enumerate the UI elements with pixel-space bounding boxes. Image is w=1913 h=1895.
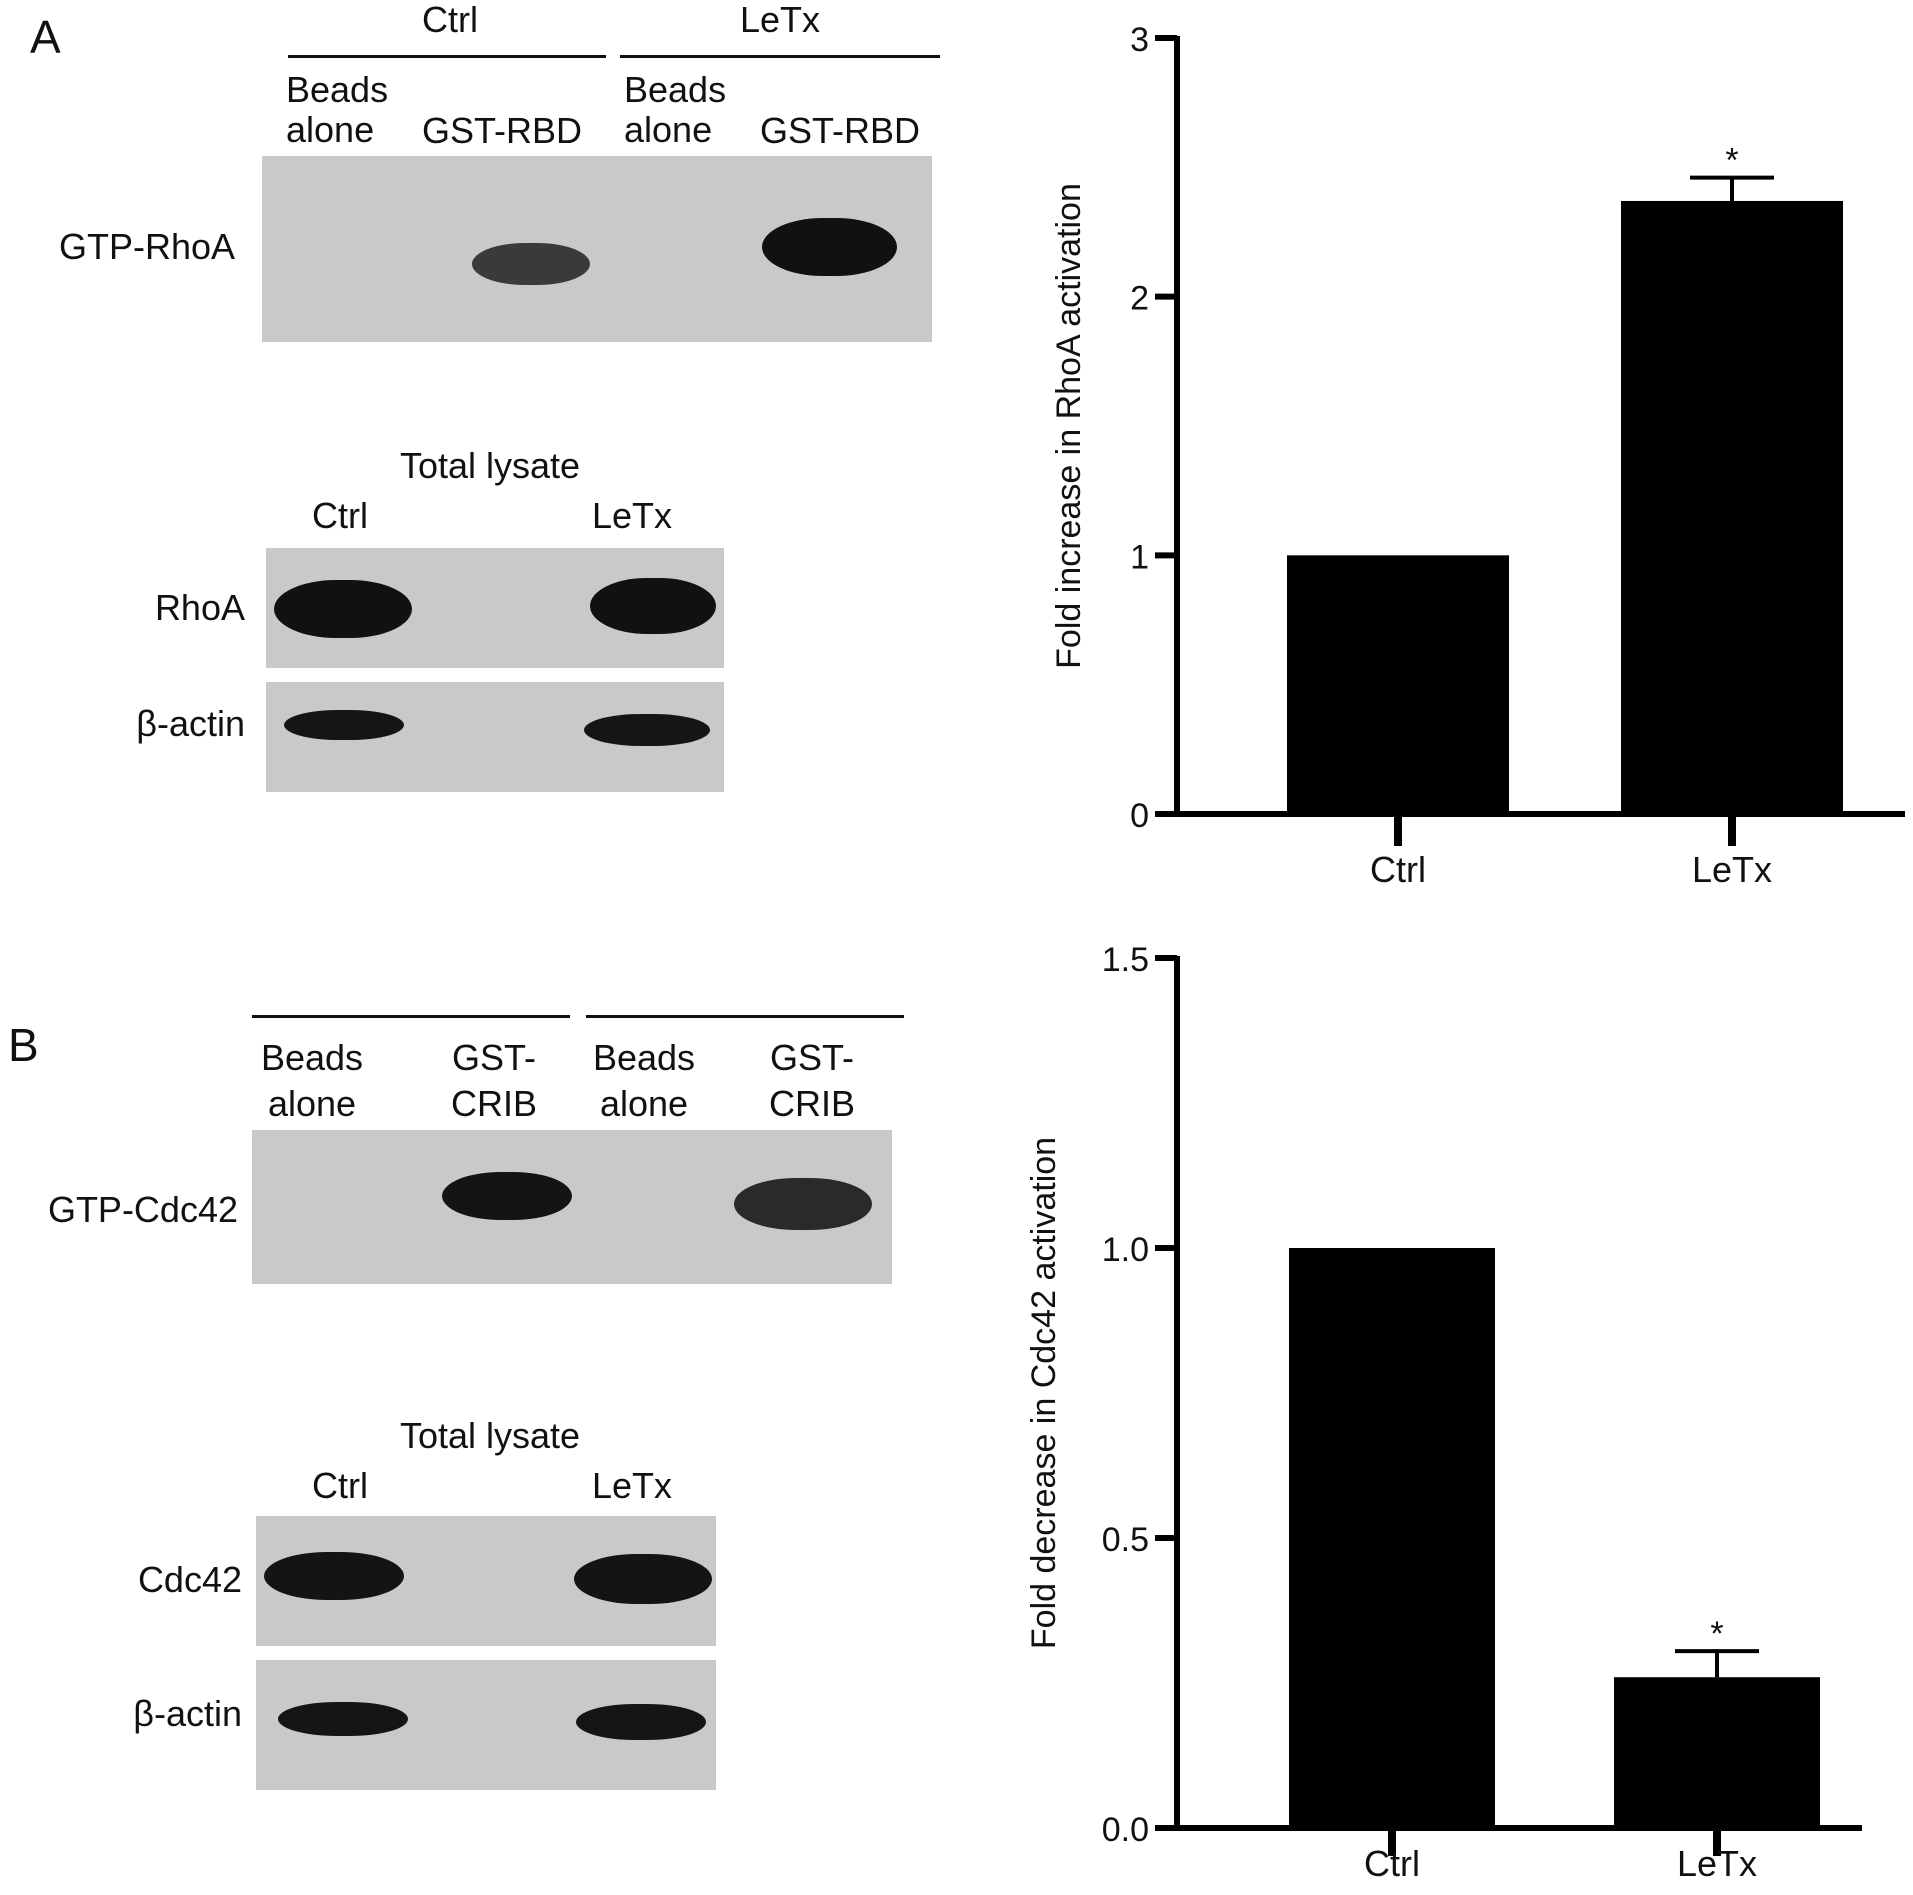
gtp-rhoa-label: GTP-RhoA: [58, 226, 235, 267]
beta-actin-blot-a: [266, 682, 724, 792]
lane-label-b3: Beads alone: [592, 1037, 696, 1124]
group-rule-ctrl: [288, 55, 606, 58]
blot-band: [576, 1704, 706, 1740]
x-tick-label: LeTx: [1692, 849, 1772, 890]
beta-actin-blot-b: [256, 1660, 716, 1790]
cdc42-blot: [256, 1516, 716, 1646]
gtp-cdc42-label: GTP-Cdc42: [47, 1189, 238, 1230]
group-rule-letx-b: [586, 1015, 904, 1018]
lane-label-3: Beads alone: [624, 69, 727, 150]
blot-band: [574, 1554, 712, 1604]
gtp-rhoa-blot: [262, 156, 932, 342]
y-tick-label: 0.0: [1102, 1811, 1149, 1849]
blot-band: [274, 580, 412, 638]
y-tick-label: 0.5: [1102, 1521, 1149, 1559]
panel-b-letter: B: [8, 1019, 39, 1071]
blot-band: [472, 243, 590, 285]
beta-actin-label-b: β-actin: [133, 1693, 242, 1734]
blot-band: [590, 578, 716, 634]
y-axis-label: Fold increase in RhoA activation: [1050, 183, 1088, 669]
blot-band: [278, 1702, 408, 1736]
rhoa-blot: [266, 548, 724, 668]
lane-label-1: Beads alone: [286, 69, 389, 150]
bar-letx: [1621, 200, 1843, 814]
blot-band: [584, 714, 710, 746]
y-tick-label: 1.5: [1102, 941, 1149, 979]
x-tick-label: LeTx: [1677, 1843, 1757, 1884]
blot-band: [264, 1552, 404, 1600]
lane-label-b1: Beads alone: [260, 1037, 364, 1124]
lane-label-4: GST-RBD: [760, 110, 921, 151]
cdc42-label: Cdc42: [137, 1559, 242, 1600]
y-tick-label: 1.0: [1102, 1231, 1149, 1269]
total-lysate-title-b: Total lysate: [399, 1415, 581, 1456]
bar-ctrl: [1287, 555, 1509, 814]
bar-letx: [1614, 1677, 1820, 1828]
group-label-letx: LeTx: [739, 0, 821, 40]
group-rule-letx: [620, 55, 940, 58]
y-tick-label: 2: [1130, 280, 1149, 318]
blot-band: [442, 1172, 572, 1220]
lysate-letx-label-a: LeTx: [591, 495, 673, 536]
x-tick-label: Ctrl: [1370, 849, 1426, 890]
group-label-ctrl: Ctrl: [422, 0, 478, 40]
y-tick-label: 3: [1130, 21, 1149, 59]
y-tick-label: 1: [1130, 538, 1149, 576]
total-lysate-title-a: Total lysate: [399, 445, 581, 486]
lane-label-b2: GST- CRIB: [450, 1037, 537, 1124]
lysate-ctrl-label-a: Ctrl: [312, 495, 368, 536]
significance-marker: *: [1725, 142, 1738, 180]
blot-band: [734, 1178, 872, 1230]
rhoa-label: RhoA: [154, 587, 245, 628]
x-tick-label: Ctrl: [1364, 1843, 1420, 1884]
significance-marker: *: [1710, 1615, 1723, 1653]
gtp-cdc42-blot: [252, 1130, 892, 1284]
group-rule-ctrl-b: [252, 1015, 570, 1018]
lane-label-2: GST-RBD: [422, 110, 583, 151]
lysate-ctrl-label-b: Ctrl: [312, 1465, 368, 1506]
bar-ctrl: [1289, 1248, 1495, 1828]
y-tick-label: 0: [1130, 797, 1149, 835]
panel-a-letter: A: [30, 11, 61, 63]
lysate-letx-label-b: LeTx: [591, 1465, 673, 1506]
lane-label-b4: GST- CRIB: [768, 1037, 855, 1124]
blot-band: [762, 218, 897, 276]
y-axis-label: Fold decrease in Cdc42 activation: [1025, 1137, 1063, 1649]
blot-band: [284, 710, 404, 740]
beta-actin-label-a: β-actin: [136, 703, 245, 744]
